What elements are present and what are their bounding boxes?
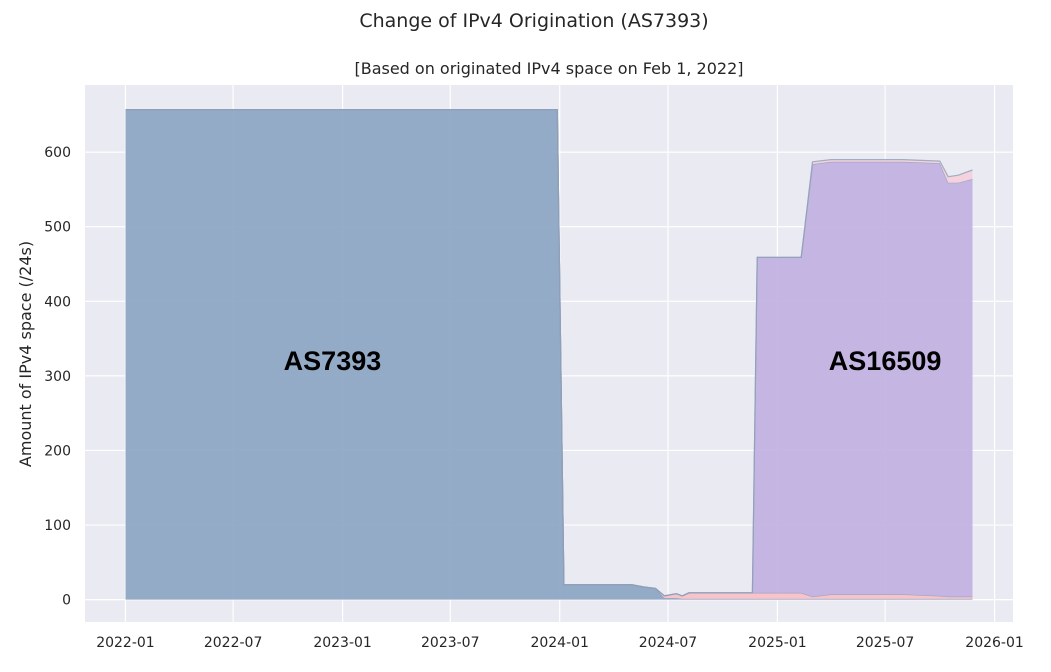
x-tick-label: 2022-07 — [204, 635, 263, 651]
area-annotation: AS16509 — [829, 346, 942, 376]
y-tick-label: 500 — [44, 220, 71, 236]
area-series-edge-3 — [125, 109, 973, 597]
x-tick-label: 2025-01 — [748, 635, 807, 651]
annotations: AS7393 AS16509 — [284, 346, 942, 376]
y-tick-label: 400 — [44, 294, 71, 310]
x-tick-label: 2023-01 — [313, 635, 372, 651]
area-series-2 — [125, 109, 973, 597]
y-axis-ticks: 0 100 200 300 400 500 600 — [44, 145, 71, 609]
y-tick-label: 0 — [62, 593, 71, 609]
y-tick-label: 600 — [44, 145, 71, 161]
x-tick-label: 2025-07 — [856, 635, 915, 651]
x-tick-label: 2022-01 — [96, 635, 155, 651]
area-series — [125, 109, 973, 600]
area-annotation: AS7393 — [284, 346, 382, 376]
figure-title: Change of IPv4 Origination (AS7393) — [359, 10, 709, 32]
x-tick-label: 2024-01 — [530, 635, 589, 651]
x-tick-label: 2023-07 — [421, 635, 480, 651]
y-axis-label: Amount of IPv4 space (/24s) — [16, 241, 35, 467]
x-tick-label: 2024-07 — [639, 635, 698, 651]
plot-title: [Based on originated IPv4 space on Feb 1… — [354, 59, 744, 78]
y-tick-label: 300 — [44, 369, 71, 385]
y-tick-label: 200 — [44, 443, 71, 459]
area-series-0 — [125, 109, 973, 600]
x-axis-ticks: 2022-01 2022-07 2023-01 2023-07 2024-01 2024-… — [96, 635, 1024, 651]
y-tick-label: 100 — [44, 518, 71, 534]
x-tick-label: 2026-01 — [965, 635, 1024, 651]
